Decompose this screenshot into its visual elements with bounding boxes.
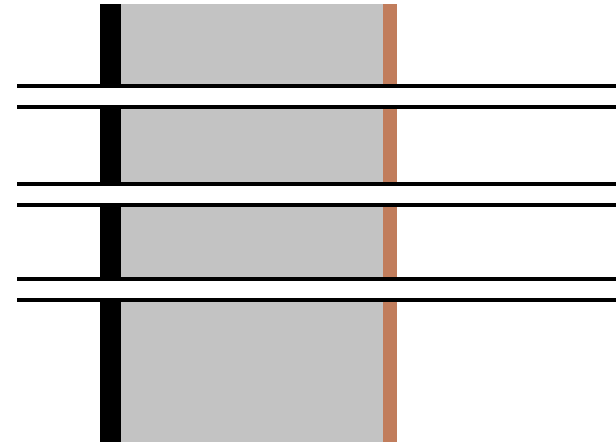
line-pair-2-gap — [17, 185, 616, 204]
right-copper-bar — [383, 4, 397, 442]
line-pair-2 — [17, 182, 616, 207]
line-pair-3-gap — [17, 280, 616, 299]
gray-band — [120, 4, 386, 442]
line-pair-1 — [17, 84, 616, 109]
line-pair-3 — [17, 277, 616, 302]
left-black-bar — [100, 4, 121, 442]
line-pair-1-gap — [17, 87, 616, 106]
